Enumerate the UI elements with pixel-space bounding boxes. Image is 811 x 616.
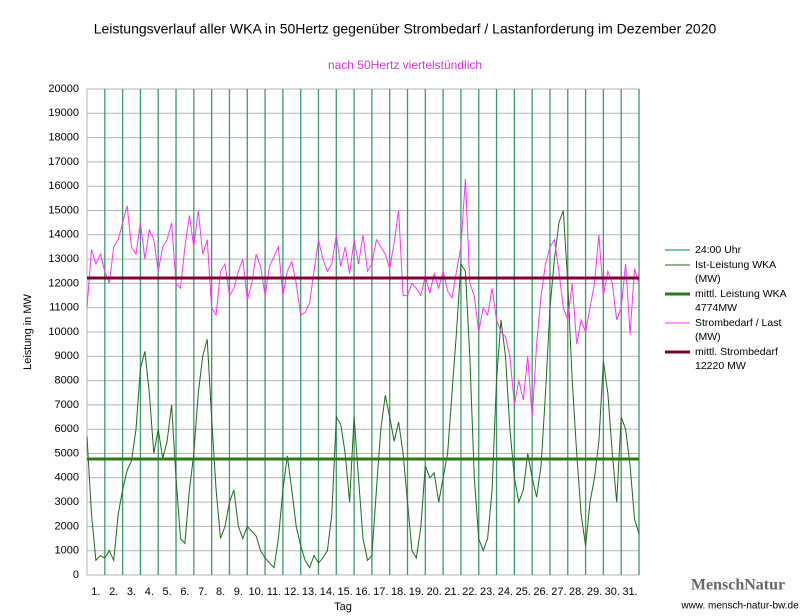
x-tick-label: 14. <box>320 586 335 598</box>
legend-mean-label: 12220 MW <box>695 360 746 372</box>
x-tick-label: 27. <box>551 586 566 598</box>
x-tick-label: 23. <box>480 586 495 598</box>
y-tick-label: 16000 <box>48 180 79 192</box>
x-tick-label: 20. <box>427 586 442 598</box>
y-tick-label: 9000 <box>55 350 79 362</box>
y-tick-label: 2000 <box>55 520 79 532</box>
x-tick-label: 18. <box>391 586 406 598</box>
x-tick-label: 10. <box>249 586 264 598</box>
x-tick-label: 26. <box>533 586 548 598</box>
y-tick-label: 1000 <box>55 545 79 557</box>
y-tick-label: 20000 <box>48 83 79 95</box>
x-tick-label: 30. <box>605 586 620 598</box>
x-tick-label: 8. <box>216 586 225 598</box>
watermark-logo: MenschNatur <box>691 577 785 594</box>
y-tick-label: 12000 <box>48 277 79 289</box>
x-tick-label: 31. <box>622 586 637 598</box>
chart-title: Leistungsverlauf aller WKA in 50Hertz ge… <box>94 21 717 37</box>
legend-mean-label: 4774MW <box>695 302 737 314</box>
legend-mean-label: mittl. Leistung WKA <box>695 288 787 300</box>
y-tick-label: 4000 <box>55 472 79 484</box>
x-tick-label: 19. <box>409 586 424 598</box>
x-tick-label: 7. <box>198 586 207 598</box>
y-axis-label: Leistung in MW <box>22 293 34 369</box>
legend-midnight-label: 24:00 Uhr <box>695 244 742 256</box>
x-tick-label: 25. <box>516 586 531 598</box>
legend-mean-label: mittl. Strombedarf <box>695 346 778 358</box>
x-tick-label: 29. <box>587 586 602 598</box>
y-tick-label: 15000 <box>48 204 79 216</box>
legend-series-label: Ist-Leistung WKA <box>695 259 776 271</box>
y-tick-label: 11000 <box>49 302 79 314</box>
y-tick-label: 0 <box>73 569 79 581</box>
y-tick-label: 7000 <box>55 399 79 411</box>
series-line <box>86 178 640 418</box>
chart-subtitle: nach 50Hertz viertelstündlich <box>328 58 482 72</box>
legend-series-label: (MW) <box>695 331 721 343</box>
x-axis-label: Tag <box>334 601 352 613</box>
y-tick-label: 13000 <box>48 253 79 265</box>
x-tick-label: 2. <box>109 586 118 598</box>
x-tick-label: 3. <box>127 586 136 598</box>
y-tick-label: 17000 <box>48 156 79 168</box>
x-tick-label: 21. <box>444 586 459 598</box>
legend-series-label: (MW) <box>695 273 721 285</box>
x-tick-label: 28. <box>569 586 584 598</box>
x-tick-label: 17. <box>373 586 388 598</box>
x-tick-label: 4. <box>145 586 154 598</box>
watermark-url: www. mensch-natur-bw.de <box>680 601 799 612</box>
x-tick-label: 13. <box>302 586 317 598</box>
y-tick-label: 14000 <box>48 229 79 241</box>
x-tick-label: 15. <box>338 586 353 598</box>
y-tick-label: 18000 <box>48 132 79 144</box>
x-tick-label: 12. <box>284 586 299 598</box>
y-tick-label: 8000 <box>55 375 79 387</box>
x-tick-label: 22. <box>462 586 477 598</box>
y-tick-label: 6000 <box>55 423 79 435</box>
x-tick-label: 1. <box>91 586 100 598</box>
x-tick-label: 16. <box>355 586 370 598</box>
x-tick-label: 6. <box>180 586 189 598</box>
x-tick-label: 24. <box>498 586 513 598</box>
x-tick-label: 9. <box>234 586 243 598</box>
y-tick-label: 10000 <box>48 326 79 338</box>
y-tick-label: 5000 <box>55 447 79 459</box>
y-tick-label: 19000 <box>48 107 79 119</box>
series-line <box>86 210 640 569</box>
x-tick-label: 11. <box>267 586 281 598</box>
legend-series-label: Strombedarf / Last <box>695 317 781 329</box>
y-tick-label: 3000 <box>55 496 79 508</box>
x-tick-label: 5. <box>163 586 172 598</box>
